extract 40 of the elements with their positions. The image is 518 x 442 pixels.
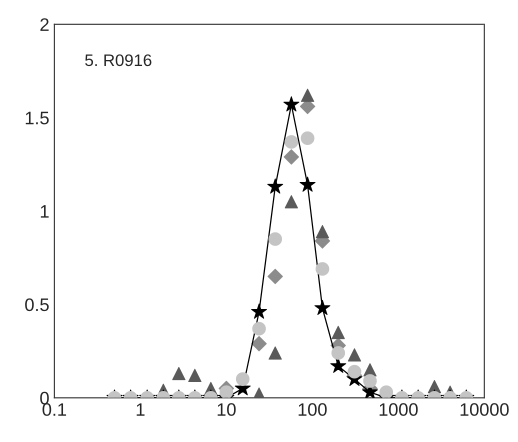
point xyxy=(300,176,316,192)
point xyxy=(330,358,346,373)
point xyxy=(268,232,282,246)
point xyxy=(252,322,266,336)
point xyxy=(220,385,234,398)
point xyxy=(348,364,362,378)
y-tick-label: 1 xyxy=(40,205,49,218)
point xyxy=(188,368,202,382)
point xyxy=(284,195,298,208)
point xyxy=(332,326,345,340)
point xyxy=(284,149,300,165)
point xyxy=(251,304,268,319)
point xyxy=(267,178,284,194)
point xyxy=(379,385,394,398)
x-tick-label: 100 xyxy=(298,403,327,416)
point xyxy=(172,366,186,380)
x-tick-label: 1000 xyxy=(380,403,418,416)
point xyxy=(268,268,283,284)
y-tick-label: 1.5 xyxy=(26,112,49,124)
annotation: 5. R0916 xyxy=(85,54,152,66)
point xyxy=(331,346,346,360)
y-tick-label: 0 xyxy=(40,392,49,405)
point xyxy=(348,348,362,362)
point xyxy=(284,135,298,149)
x-tick-label: 10000 xyxy=(460,403,509,416)
point xyxy=(236,372,250,386)
point xyxy=(316,262,330,276)
x-tick-label: 0.1 xyxy=(42,403,66,416)
point xyxy=(268,346,282,360)
point xyxy=(300,131,314,146)
y-tick-label: 2 xyxy=(40,18,49,31)
point xyxy=(316,224,330,238)
point xyxy=(300,88,314,102)
point xyxy=(283,96,300,112)
point xyxy=(251,336,267,352)
point xyxy=(363,374,377,388)
x-tick-label: 1 xyxy=(136,403,145,416)
x-tick-label: 10 xyxy=(218,403,236,416)
point xyxy=(314,300,330,315)
y-tick-label: 0.5 xyxy=(25,298,49,312)
